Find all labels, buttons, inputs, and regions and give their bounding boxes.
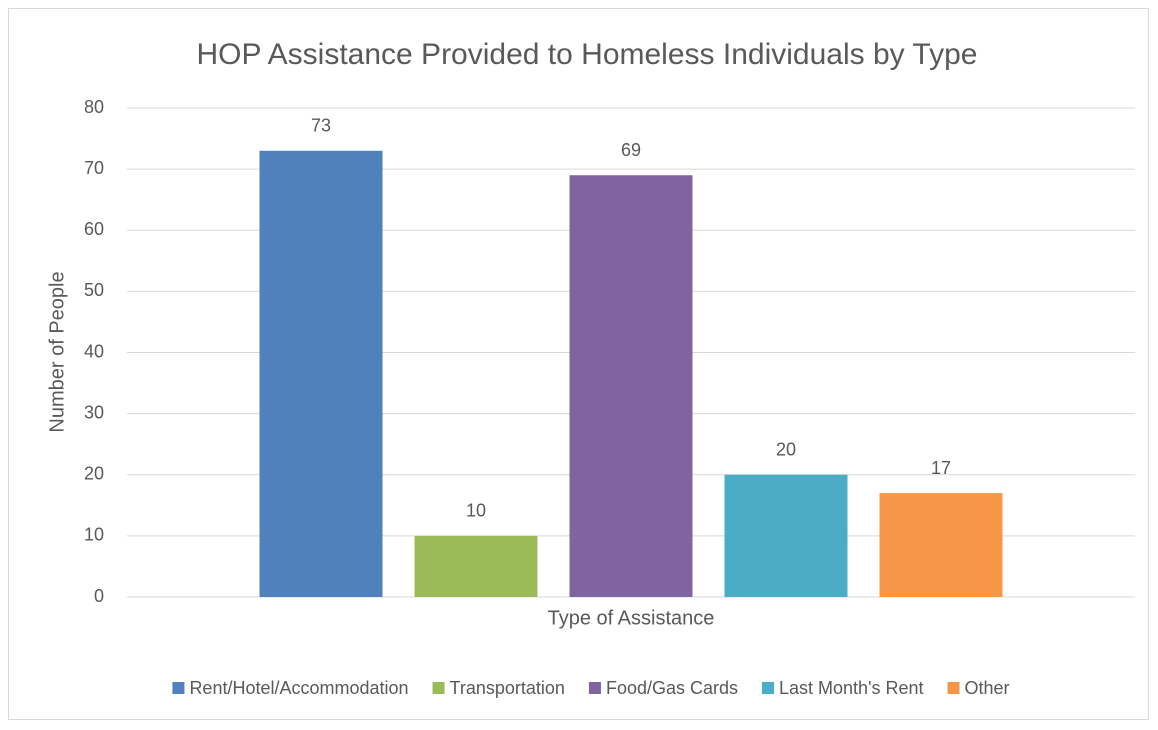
legend-label: Other bbox=[965, 678, 1010, 698]
bar bbox=[414, 535, 538, 597]
y-tick-label: 60 bbox=[84, 219, 104, 239]
y-tick-label: 30 bbox=[84, 402, 104, 422]
legend-swatch bbox=[172, 682, 185, 694]
bar bbox=[569, 175, 693, 598]
legend-swatch bbox=[432, 682, 445, 694]
y-tick-label: 70 bbox=[84, 158, 104, 178]
y-tick-label: 20 bbox=[84, 464, 104, 484]
data-label: 69 bbox=[621, 140, 641, 160]
legend-label: Transportation bbox=[450, 678, 565, 698]
data-label: 17 bbox=[931, 458, 951, 478]
legend-label: Rent/Hotel/Accommodation bbox=[189, 678, 408, 698]
data-label: 10 bbox=[466, 501, 486, 521]
legend-label: Last Month's Rent bbox=[779, 678, 924, 698]
y-tick-label: 40 bbox=[84, 341, 104, 361]
bar bbox=[259, 150, 383, 597]
y-axis-label: Number of People bbox=[46, 271, 68, 432]
y-tick-label: 50 bbox=[84, 280, 104, 300]
y-tick-label: 10 bbox=[84, 525, 104, 545]
y-tick-label: 80 bbox=[84, 97, 104, 117]
data-label: 20 bbox=[776, 440, 796, 460]
legend-swatch bbox=[588, 682, 601, 694]
bar bbox=[879, 493, 1003, 597]
legend-swatch bbox=[947, 682, 960, 694]
legend-swatch bbox=[762, 682, 775, 694]
bar bbox=[724, 474, 848, 597]
legend-label: Food/Gas Cards bbox=[606, 678, 738, 698]
data-label: 73 bbox=[311, 116, 331, 136]
x-axis-label: Type of Assistance bbox=[548, 607, 715, 629]
chart-title: HOP Assistance Provided to Homeless Indi… bbox=[197, 38, 978, 71]
y-tick-label: 0 bbox=[94, 586, 104, 606]
